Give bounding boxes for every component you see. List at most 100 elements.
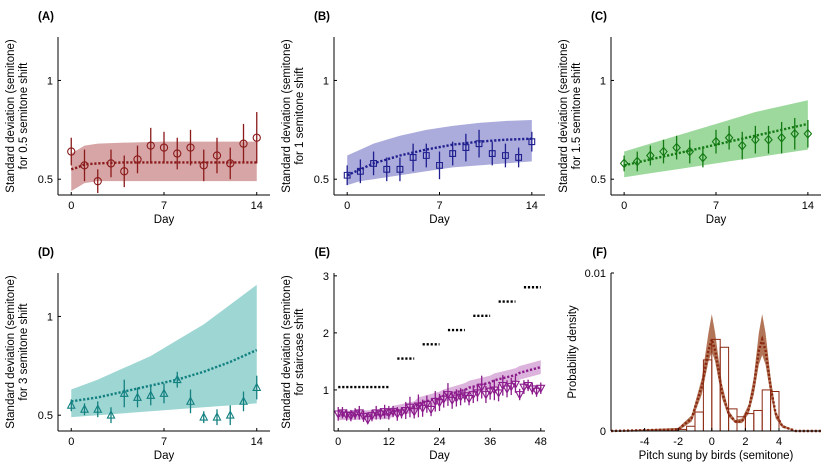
- y-axis-label: Standard deviation (semitone): [5, 39, 17, 193]
- data-point: [367, 412, 377, 421]
- data-point: [488, 150, 496, 157]
- density-mean-line: [610, 335, 821, 433]
- data-point: [462, 144, 470, 152]
- x-tick-label: 14: [251, 200, 263, 212]
- data-point: [133, 155, 142, 164]
- data-point: [646, 150, 655, 161]
- data-point: [93, 177, 102, 186]
- x-tick-label: 7: [161, 200, 167, 212]
- x-axis-label: Day: [429, 450, 450, 462]
- data-point: [413, 402, 424, 412]
- data-point: [619, 158, 629, 169]
- data-point: [173, 149, 182, 158]
- data-point: [803, 128, 813, 139]
- data-point: [346, 412, 356, 421]
- y-tick-label: 0: [600, 426, 606, 438]
- x-tick-label: 0: [344, 200, 350, 212]
- x-tick-label: 14: [251, 436, 263, 448]
- model-mean-line: [70, 161, 257, 171]
- x-tick-label: 0: [621, 200, 627, 212]
- x-tick-label: 48: [535, 436, 547, 448]
- histogram-bar: [753, 409, 763, 432]
- panel-label: (A): [38, 11, 54, 23]
- data-point: [790, 128, 800, 139]
- data-point: [493, 389, 504, 398]
- y-tick-label: 2: [323, 328, 329, 340]
- data-point: [451, 394, 462, 404]
- data-point: [426, 405, 436, 415]
- data-point: [405, 403, 415, 413]
- x-tick-label: 24: [433, 436, 445, 448]
- y-axis-label: for 1 semitone shift: [294, 67, 306, 165]
- credible-band: [71, 141, 257, 192]
- data-point: [239, 139, 248, 148]
- data-point: [489, 386, 500, 396]
- data-point: [79, 404, 90, 413]
- data-point: [132, 392, 143, 401]
- y-tick-label: 0.5: [38, 410, 53, 422]
- x-tick-label: 0: [709, 436, 715, 448]
- y-axis-label: Standard deviation (semitone): [281, 275, 293, 429]
- data-point: [436, 161, 443, 169]
- data-point: [185, 396, 196, 405]
- data-point: [343, 171, 351, 179]
- data-point: [751, 134, 760, 145]
- data-point: [146, 390, 156, 399]
- data-point: [536, 384, 546, 394]
- y-axis-label: Standard deviation (semitone): [558, 39, 570, 193]
- panel-f: -4 -2 0 2 4 0 0.01 Pitch sung by birds (semiton…: [567, 247, 821, 462]
- data-point: [502, 152, 509, 159]
- data-point: [519, 383, 529, 393]
- data-point: [383, 165, 391, 173]
- data-point: [455, 393, 466, 402]
- data-point: [252, 133, 261, 142]
- histogram-bar: [761, 389, 772, 432]
- histogram-bar: [686, 425, 696, 432]
- data-point: [527, 385, 538, 394]
- data-point: [460, 392, 470, 401]
- data-point: [212, 151, 222, 160]
- y-axis-label: Probability density: [567, 305, 579, 399]
- data-point: [510, 380, 521, 390]
- data-point: [515, 154, 523, 161]
- x-tick-label: 4: [776, 436, 782, 448]
- data-point: [396, 165, 404, 173]
- panel-label: (E): [315, 247, 331, 259]
- y-axis-label: Standard deviation (semitone): [281, 39, 293, 193]
- data-point: [724, 132, 734, 143]
- x-tick-label: -4: [640, 436, 650, 448]
- data-point: [363, 416, 373, 425]
- data-point: [93, 404, 103, 413]
- panel-label: (B): [314, 11, 330, 23]
- density-band: [611, 314, 821, 431]
- y-axis-label: for 0.5 semitone shift: [18, 62, 30, 170]
- y-axis-label: for 1.5 semitone shift: [571, 62, 583, 170]
- data-point: [672, 142, 681, 153]
- x-tick-label: 14: [802, 200, 814, 212]
- data-point: [238, 396, 249, 405]
- x-tick-label: 0: [68, 436, 74, 448]
- data-point: [737, 140, 747, 151]
- data-point: [350, 410, 360, 419]
- data-point: [485, 387, 495, 397]
- data-point: [80, 161, 89, 170]
- data-point: [120, 167, 129, 176]
- x-tick-label: 2: [742, 436, 748, 448]
- data-point: [698, 152, 708, 163]
- data-point: [409, 408, 419, 417]
- data-point: [506, 383, 516, 392]
- y-tick-label: 0.5: [591, 174, 606, 186]
- data-point: [417, 404, 428, 414]
- y-tick-label: 0.5: [38, 174, 53, 186]
- data-point: [159, 388, 169, 397]
- x-tick-label: 36: [484, 436, 496, 448]
- data-point: [531, 387, 542, 397]
- x-tick-label: -2: [673, 436, 683, 448]
- x-axis-label: Pitch sung by birds (semitone): [639, 450, 794, 462]
- x-axis-label: Day: [154, 214, 175, 226]
- x-tick-label: 0: [335, 436, 341, 448]
- credible-band: [338, 360, 541, 421]
- data-point: [632, 156, 642, 167]
- x-tick-label: 7: [161, 436, 167, 448]
